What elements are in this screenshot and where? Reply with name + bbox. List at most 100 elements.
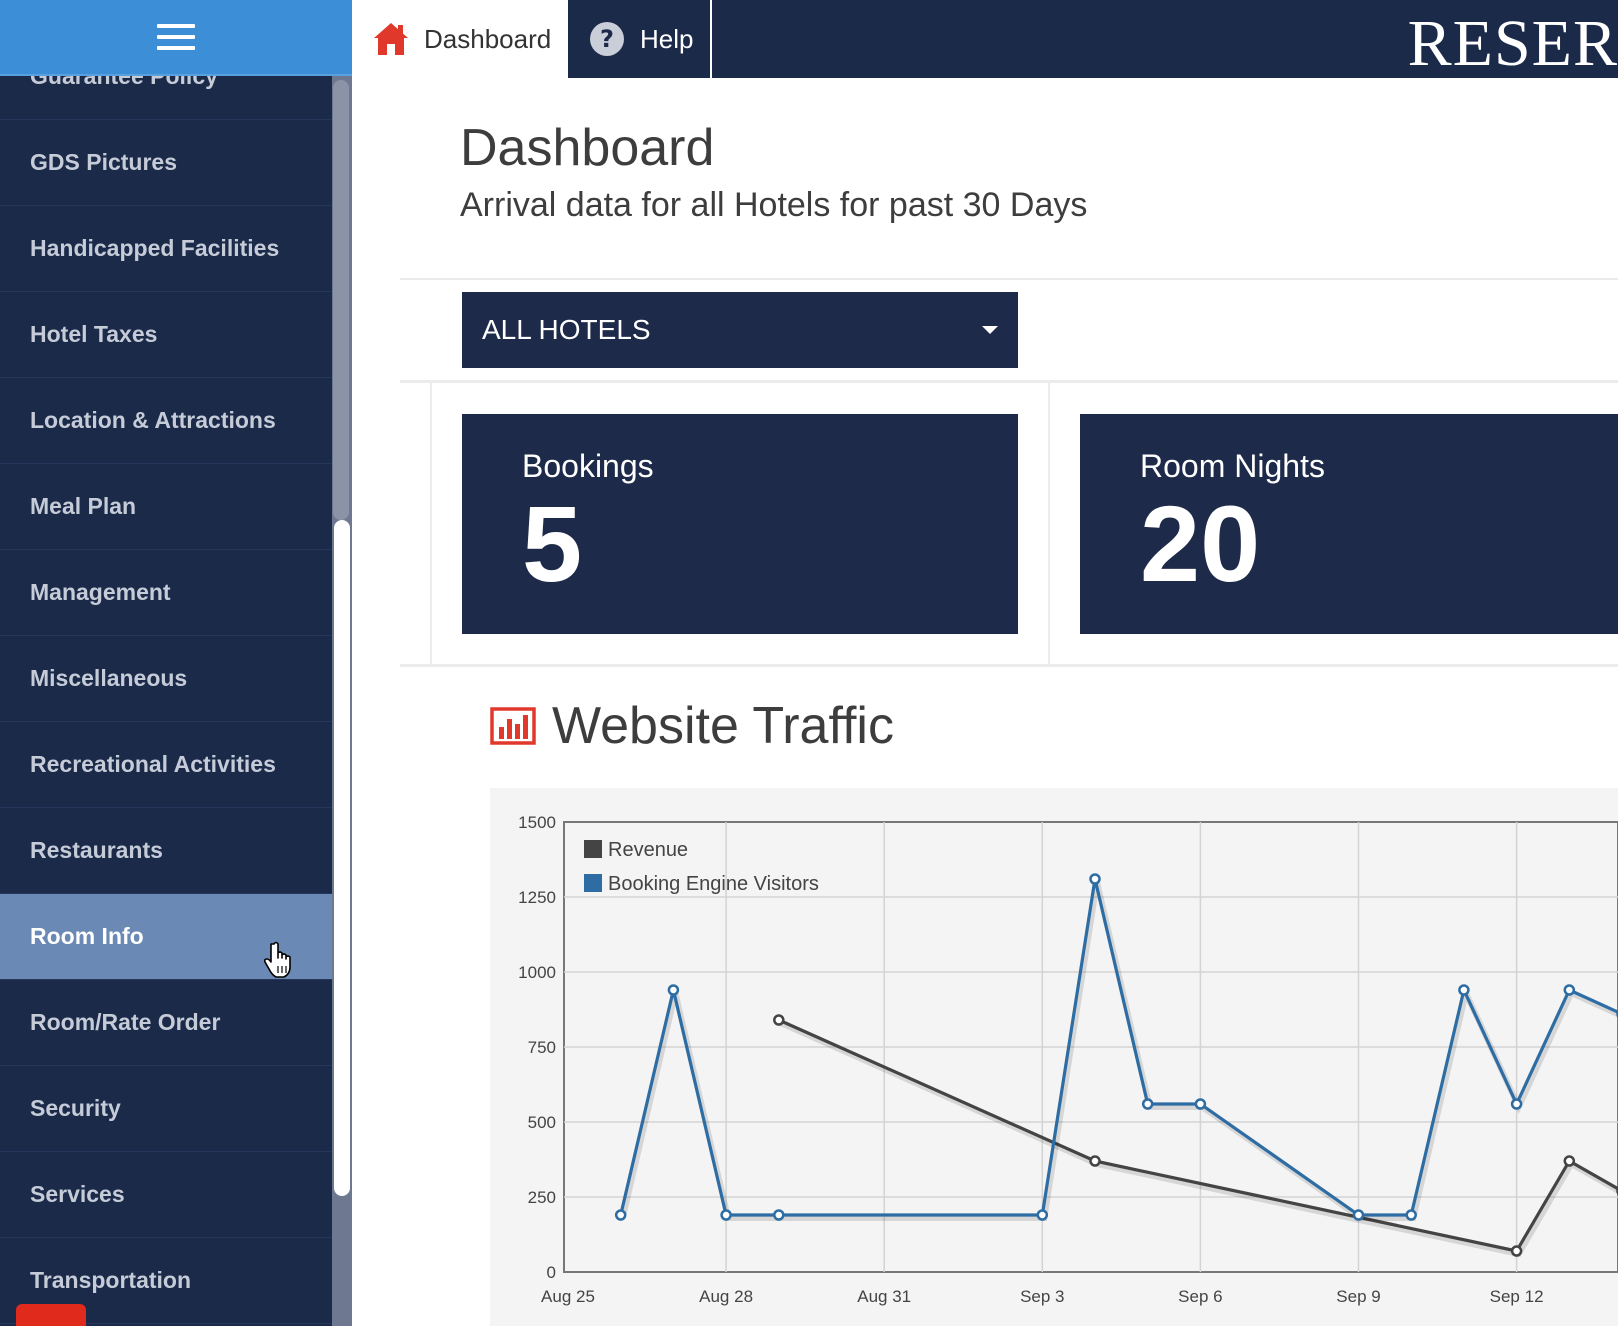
series-line-visitors [619, 877, 1618, 1217]
svg-text:?: ? [600, 25, 614, 53]
data-point [1510, 1098, 1523, 1110]
data-point [1563, 984, 1576, 996]
sidebar-item-recreational-activities[interactable]: Recreational Activities [0, 722, 332, 808]
x-tick-label: Aug 31 [857, 1287, 911, 1306]
x-tick-label: Aug 25 [541, 1287, 595, 1306]
sidebar-item-label: Recreational Activities [30, 751, 276, 777]
sidebar-item-label: Handicapped Facilities [30, 235, 280, 261]
hotel-select[interactable]: ALL HOTELS [462, 292, 1018, 368]
sidebar-item-transportation[interactable]: Transportation [0, 1238, 332, 1324]
data-point [1141, 1098, 1154, 1110]
sidebar-item-handicapped-facilities[interactable]: Handicapped Facilities [0, 206, 332, 292]
y-tick-label: 1250 [518, 888, 556, 907]
y-tick-label: 250 [528, 1188, 556, 1207]
room-nights-label: Room Nights [1140, 448, 1325, 484]
data-point [1510, 1245, 1523, 1257]
legend-label: Revenue [608, 839, 688, 861]
page-subtitle: Arrival data for all Hotels for past 30 … [460, 186, 1088, 224]
hand-cursor-icon [264, 941, 291, 978]
scroll-thumb[interactable] [334, 520, 350, 1196]
sidebar-item-miscellaneous[interactable]: Miscellaneous [0, 636, 332, 722]
divider [400, 664, 1618, 667]
bar-chart-icon [490, 707, 536, 745]
notification-chip[interactable] [16, 1304, 86, 1326]
website-traffic-title: Website Traffic [552, 697, 894, 755]
data-point [614, 1209, 627, 1221]
data-point [1194, 1098, 1207, 1110]
data-point [1352, 1209, 1365, 1221]
hamburger-menu-icon[interactable] [157, 24, 195, 50]
tab-dashboard[interactable]: Dashboard [352, 0, 568, 78]
divider [430, 382, 432, 664]
divider [400, 278, 1618, 280]
divider [400, 380, 1618, 383]
sidebar-item-label: Services [30, 1181, 125, 1207]
help-icon: ? [590, 22, 624, 56]
bookings-card: Bookings 5 [462, 414, 1018, 634]
x-tick-label: Sep 9 [1336, 1287, 1380, 1306]
bookings-label: Bookings [522, 448, 654, 484]
brand-logo: RESER [1407, 7, 1618, 80]
divider [1048, 382, 1050, 664]
legend-swatch [584, 874, 602, 892]
main-content: Dashboard Arrival data for all Hotels fo… [352, 78, 1618, 1326]
data-point [1036, 1209, 1049, 1221]
sidebar-item-location-attractions[interactable]: Location & Attractions [0, 378, 332, 464]
sidebar-item-label: Management [30, 579, 171, 605]
y-tick-label: 500 [528, 1113, 556, 1132]
sidebar-item-label: Security [30, 1095, 121, 1121]
sidebar-item-label: GDS Pictures [30, 149, 177, 175]
data-point [773, 1209, 785, 1221]
x-tick-label: Aug 28 [699, 1287, 753, 1306]
sidebar-item-label: Hotel Taxes [30, 321, 158, 347]
sidebar-scrollbar[interactable] [332, 76, 350, 1326]
sidebar-item-security[interactable]: Security [0, 1066, 332, 1152]
legend-label: Booking Engine Visitors [608, 873, 819, 895]
sidebar-item-label: Room Info [30, 923, 144, 949]
sidebar-item-gds-pictures[interactable]: GDS Pictures [0, 120, 332, 206]
y-tick-label: 0 [547, 1263, 556, 1282]
sidebar-item-label: Miscellaneous [30, 665, 188, 691]
y-tick-label: 1000 [518, 963, 556, 982]
y-tick-label: 750 [528, 1038, 556, 1057]
data-point [1563, 1155, 1576, 1167]
sidebar-item-meal-plan[interactable]: Meal Plan [0, 464, 332, 550]
sidebar-item-label: Location & Attractions [30, 407, 276, 433]
traffic-chart-svg: 0 250 500 750 1000 1250 1500 Aug 25 Aug 28 Aug 31… [518, 813, 1618, 1306]
page-title: Dashboard [460, 119, 715, 177]
sidebar-item-label: Room/Rate Order [30, 1009, 221, 1035]
caret-down-icon [982, 326, 998, 334]
y-tick-label: 1500 [518, 813, 556, 832]
data-point [720, 1209, 732, 1221]
sidebar-item-label: Restaurants [30, 837, 163, 863]
x-tick-label: Sep 3 [1020, 1287, 1064, 1306]
sidebar-item-services[interactable]: Services [0, 1152, 332, 1238]
hotel-select-value: ALL HOTELS [482, 314, 651, 345]
sidebar-item-hotel-taxes[interactable]: Hotel Taxes [0, 292, 332, 378]
home-icon [374, 23, 408, 55]
data-point [1089, 1155, 1101, 1167]
data-point [1089, 873, 1101, 885]
tab-help-label: Help [640, 23, 694, 54]
sidebar-item-label: Transportation [30, 1267, 192, 1293]
scroll-track-upper [333, 80, 349, 520]
sidebar-item-label: Meal Plan [30, 493, 137, 519]
traffic-chart: 0 250 500 750 1000 1250 1500 Aug 25 Aug 28 Aug 31… [490, 788, 1618, 1326]
top-navbar: Dashboard ? Help RESER [352, 0, 1618, 80]
data-point [1458, 984, 1470, 996]
data-point [667, 984, 680, 996]
x-tick-label: Sep 6 [1178, 1287, 1222, 1306]
sidebar-menu: Guarantee Policy GDS Pictures Handicapped … [0, 34, 332, 1324]
room-nights-value: 20 [1140, 483, 1261, 604]
data-point [773, 1014, 785, 1026]
bookings-value: 5 [522, 483, 583, 604]
room-nights-card: Room Nights 20 [1080, 414, 1618, 634]
sidebar-item-management[interactable]: Management [0, 550, 332, 636]
sidebar-item-room-rate-order[interactable]: Room/Rate Order [0, 980, 332, 1066]
tab-dashboard-label: Dashboard [424, 23, 552, 54]
sidebar: Guarantee Policy GDS Pictures Handicapped … [0, 0, 352, 1326]
sidebar-item-restaurants[interactable]: Restaurants [0, 808, 332, 894]
legend-swatch [584, 840, 602, 858]
data-point [1405, 1209, 1417, 1221]
tab-help[interactable]: ? Help [568, 0, 712, 78]
